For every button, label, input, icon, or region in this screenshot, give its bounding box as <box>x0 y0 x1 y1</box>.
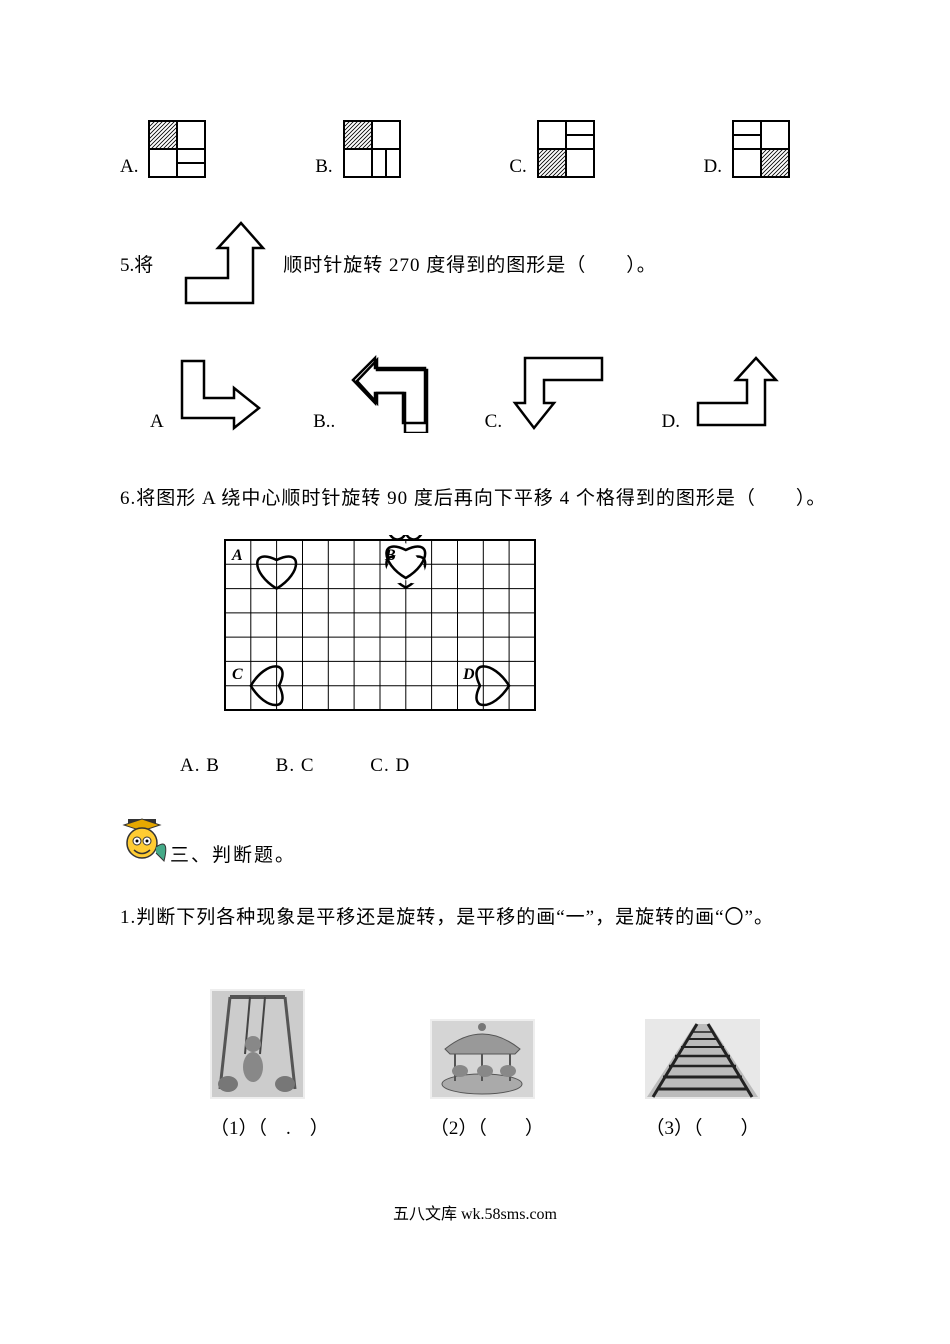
q4-option-b: B. <box>315 120 400 178</box>
q5-c-label: C. <box>485 411 502 433</box>
q6-options: A. B B. C C. D <box>120 755 830 777</box>
q5-a-arrow-icon <box>174 353 264 433</box>
judge-row: （1）（ . ） （2）（ ） <box>120 989 830 1140</box>
q5-a-label: A <box>150 411 164 433</box>
q5-original-arrow-icon <box>178 218 268 308</box>
q6-label-b: B <box>384 547 396 564</box>
q4-b-icon <box>343 120 401 178</box>
page-footer: 五八文库 wk.58sms.com <box>120 1200 830 1224</box>
q4-option-d: D. <box>704 120 790 178</box>
q4-a-label: A. <box>120 156 138 178</box>
q6-text: 6.将图形 A 绕中心顺时针旋转 90 度后再向下平移 4 个格得到的图形是（ … <box>120 483 830 510</box>
q6-label-d: D <box>462 666 475 683</box>
q6-opt-b: B. C <box>276 755 315 777</box>
q6-grid-icon: A B C D <box>220 535 540 715</box>
q4-d-icon <box>732 120 790 178</box>
judge-item-2: （2）（ ） <box>430 989 544 1140</box>
q5-d-arrow-icon <box>690 353 790 433</box>
q4-c-icon <box>537 120 595 178</box>
q6-opt-c: C. D <box>370 755 410 777</box>
q5-d-label: D. <box>661 411 679 433</box>
section3-title: 三、判断题。 <box>170 840 296 867</box>
q6-label-c: C <box>232 666 243 683</box>
q5-prefix: 5.将 <box>120 250 153 277</box>
q5-option-c: C. <box>485 348 612 433</box>
judge-img-3-icon <box>645 1019 760 1099</box>
q5-option-b: B.. <box>313 353 435 433</box>
judge-item-3: （3）（ ） <box>645 989 760 1140</box>
q4-a-icon <box>148 120 206 178</box>
q4-options-row: A. B. C. <box>120 120 830 178</box>
q5-option-d: D. <box>661 353 789 433</box>
q5-option-a: A <box>150 353 264 433</box>
judge-caption-2: （2）（ ） <box>430 1113 544 1140</box>
q5-row: 5.将 顺时针旋转 270 度得到的图形是（ ）。 <box>120 218 830 308</box>
judge-text: 1.判断下列各种现象是平移还是旋转，是平移的画“一”，是旋转的画“〇”。 <box>120 902 830 929</box>
q4-b-label: B. <box>315 156 332 178</box>
judge-img-1-icon <box>210 989 305 1099</box>
q5-options-row: A B.. C. D. <box>120 348 830 433</box>
q4-d-label: D. <box>704 156 722 178</box>
q5-suffix: 顺时针旋转 270 度得到的图形是（ ）。 <box>283 250 657 277</box>
q4-c-label: C. <box>509 156 526 178</box>
mascot-icon <box>120 817 170 867</box>
q5-b-arrow-icon <box>345 353 435 433</box>
q6-label-a: A <box>231 547 243 564</box>
q6-grid-wrap: A B C D <box>120 535 830 715</box>
judge-caption-1: （1）（ . ） <box>210 1113 329 1140</box>
judge-img-2-icon <box>430 1019 535 1099</box>
q5-c-arrow-icon <box>512 348 612 433</box>
q5-b-label: B.. <box>313 411 335 433</box>
section3-header: 三、判断题。 <box>120 817 830 867</box>
q6-opt-a: A. B <box>180 755 220 777</box>
q4-option-c: C. <box>509 120 594 178</box>
q4-option-a: A. <box>120 120 206 178</box>
judge-caption-3: （3）（ ） <box>645 1113 760 1140</box>
judge-item-1: （1）（ . ） <box>210 989 329 1140</box>
